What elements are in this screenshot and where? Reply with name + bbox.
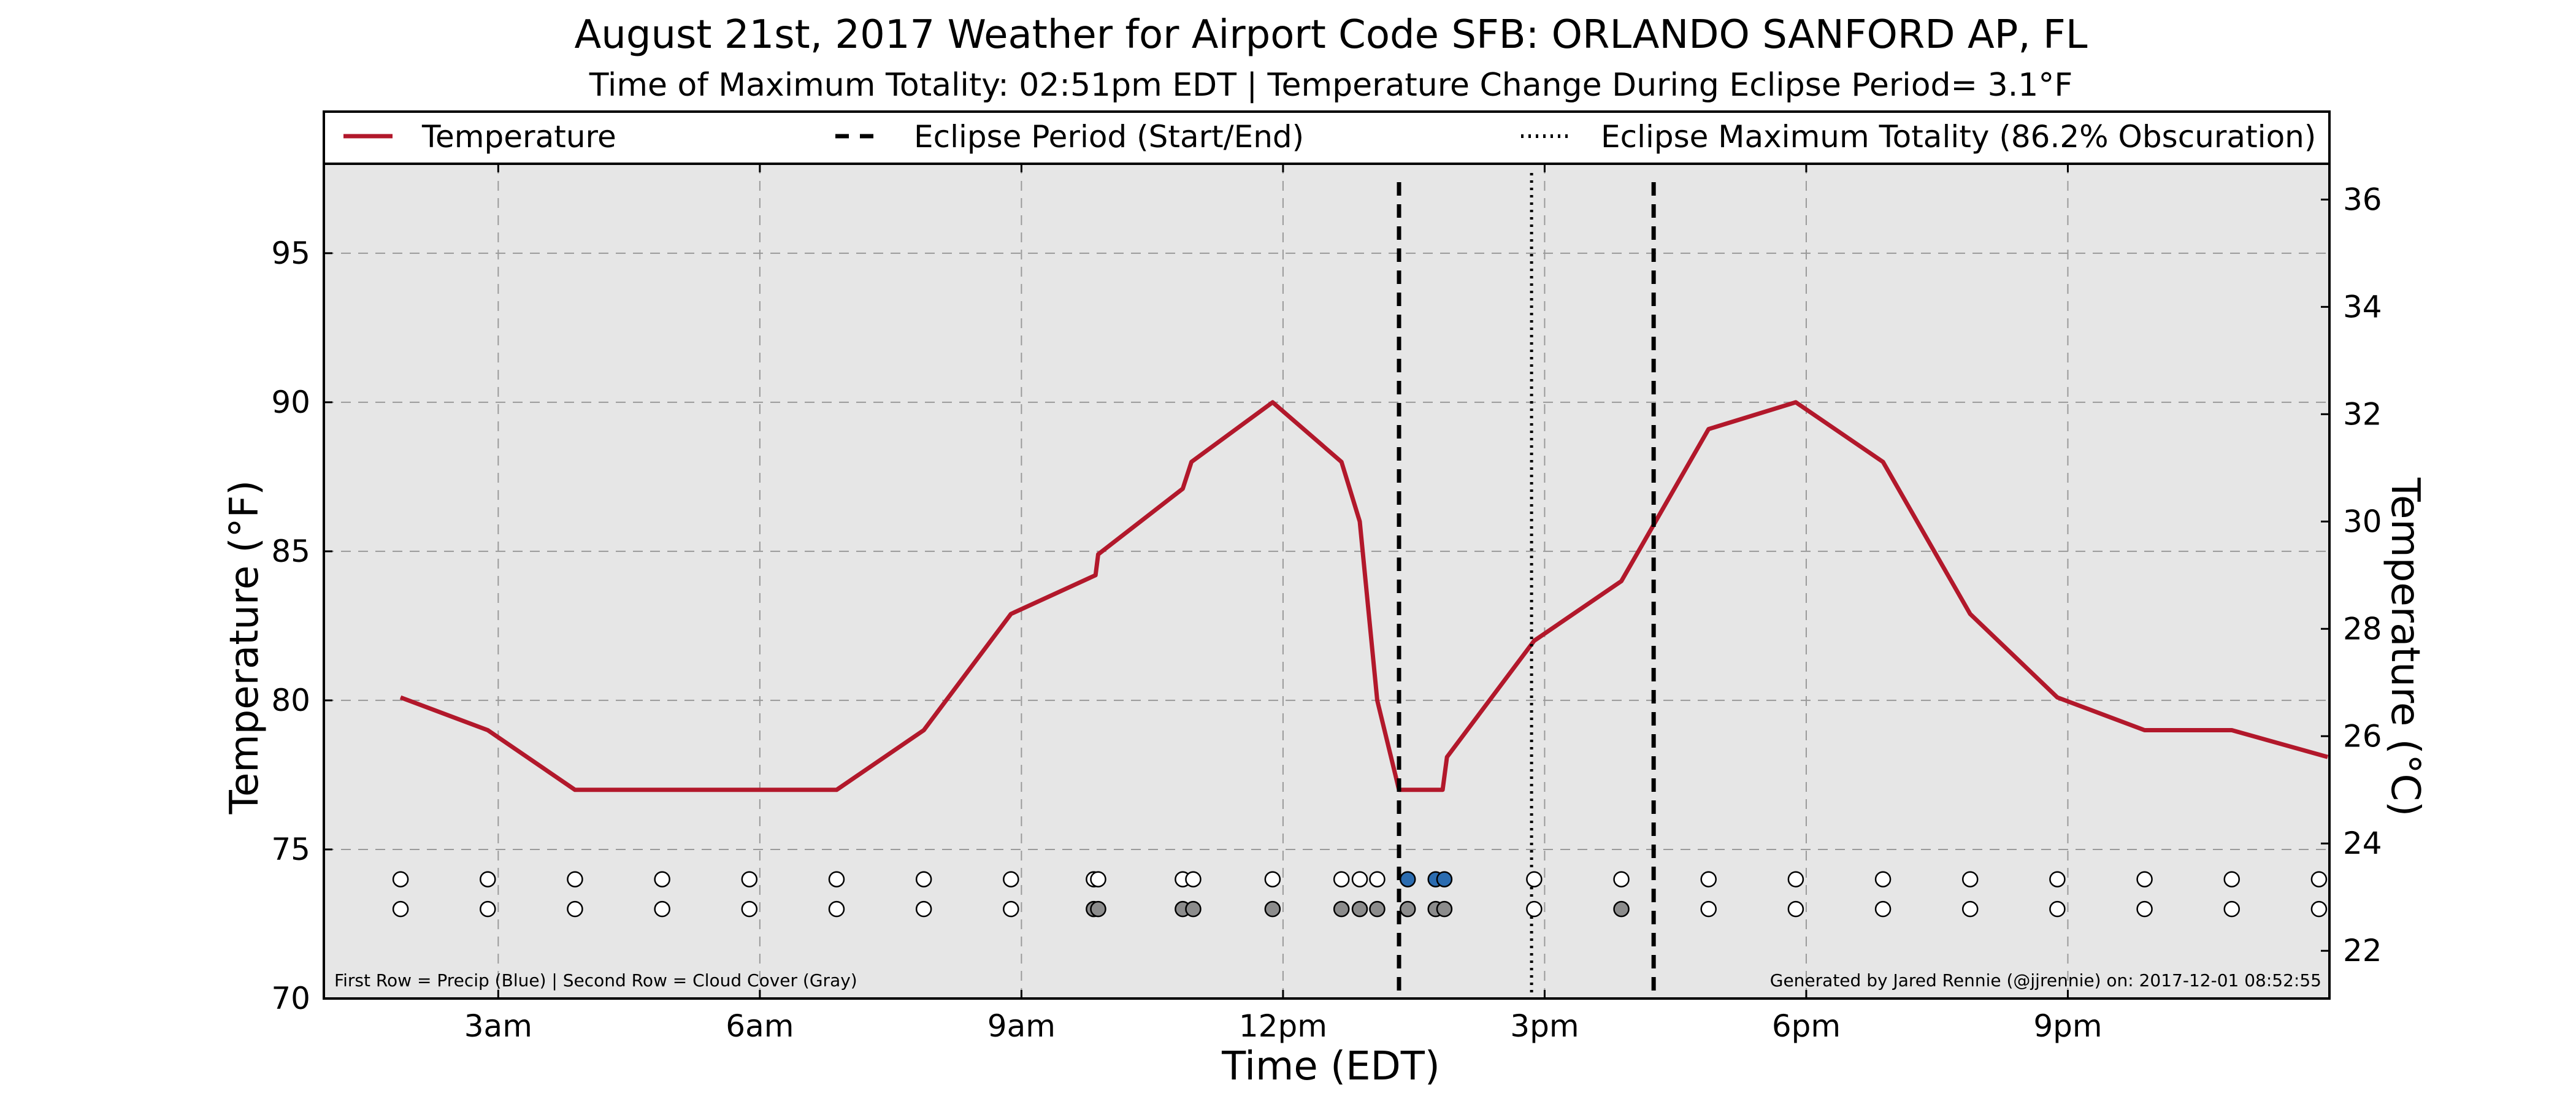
y-right-tick-label: 32: [2343, 396, 2382, 432]
cloud-marker: [1787, 900, 1804, 918]
y-tick-label: 75: [271, 832, 310, 867]
chart-subtitle: Time of Maximum Totality: 02:51pm EDT | …: [589, 67, 2072, 104]
x-tick-label: 9am: [987, 1008, 1056, 1044]
legend-label-eclipse-period: Eclipse Period (Start/End): [914, 119, 1304, 155]
cloud-marker: [828, 900, 845, 918]
cloud-marker: [1351, 900, 1368, 918]
precip-marker: [1003, 871, 1019, 887]
x-tick-label: 3am: [464, 1008, 532, 1044]
cloud-marker: [654, 900, 670, 918]
precip-marker: [2049, 871, 2066, 887]
precip-marker: [480, 871, 496, 887]
precip-marker: [2223, 871, 2241, 887]
y-axis-left: 70 75 80 85 90 95: [271, 236, 332, 1016]
cloud-marker: [1874, 900, 1892, 918]
precip-marker: [1369, 871, 1386, 887]
cloud-marker: [1003, 900, 1019, 918]
precip-marker: [1351, 871, 1368, 887]
precip-marker: [1399, 871, 1416, 887]
cloud-marker: [2310, 900, 2328, 918]
x-tick-label: 3pm: [1510, 1008, 1579, 1044]
precip-marker: [1264, 871, 1281, 887]
temperature-point: [2057, 697, 2058, 698]
marker-rows: [392, 871, 2328, 918]
x-tick-label: 6pm: [1772, 1008, 1841, 1044]
precip-marker: [1961, 871, 1979, 887]
cloud-marker: [392, 900, 409, 918]
plot-background: [324, 164, 2329, 999]
grid-lines: [324, 164, 2329, 999]
cloud-marker: [567, 900, 583, 918]
y-tick-label: 85: [271, 534, 310, 569]
precip-marker: [654, 871, 670, 887]
cloud-marker: [2136, 900, 2153, 918]
cloud-marker: [1961, 900, 1979, 918]
cloud-marker: [1333, 900, 1350, 918]
precip-marker: [392, 871, 409, 887]
left-note: First Row = Precip (Blue) | Second Row =…: [334, 970, 857, 991]
y-right-tick-label: 30: [2343, 504, 2382, 539]
x-axis: 3am 6am 9am 12pm 3pm 6pm 9pm: [464, 164, 2103, 1044]
precip-marker: [915, 871, 932, 887]
precip-marker: [1700, 871, 1717, 887]
cloud-marker: [1185, 900, 1202, 918]
precip-marker: [1787, 871, 1804, 887]
y-right-tick-label: 34: [2343, 289, 2382, 324]
y-tick-label: 80: [271, 683, 310, 718]
x-tick-label: 6am: [726, 1008, 794, 1044]
precip-marker: [1333, 871, 1350, 887]
y-axis-label-left: Temperature (°F): [222, 480, 267, 815]
cloud-marker: [741, 900, 758, 918]
temperature-point: [836, 789, 837, 791]
precip-marker: [567, 871, 583, 887]
cloud-marker: [915, 900, 932, 918]
y-right-tick-label: 26: [2343, 718, 2382, 754]
precip-marker: [741, 871, 758, 887]
cloud-marker: [1369, 900, 1386, 918]
temperature-point: [1969, 613, 1971, 615]
y-tick-label: 70: [271, 981, 310, 1016]
eclipse-lines: [1397, 173, 1656, 999]
cloud-marker: [1264, 900, 1281, 918]
temperature-point: [1533, 640, 1535, 642]
y-right-tick-label: 22: [2343, 933, 2382, 968]
cloud-marker: [1700, 900, 1717, 918]
right-note: Generated by Jared Rennie (@jjrennie) on…: [1770, 970, 2321, 991]
precip-marker: [1526, 871, 1543, 887]
precip-marker: [1090, 871, 1106, 887]
cloud-marker: [480, 900, 496, 918]
y-axis-label-right: Temperature (°C): [2382, 477, 2428, 816]
legend-label-temperature: Temperature: [421, 119, 616, 155]
y-right-tick-label: 28: [2343, 611, 2382, 646]
y-right-tick-label: 24: [2343, 826, 2382, 861]
precip-marker: [1436, 871, 1453, 887]
x-tick-label: 12pm: [1239, 1008, 1327, 1044]
y-right-tick-label: 36: [2343, 182, 2382, 217]
series-layer: [399, 400, 2329, 792]
y-tick-label: 90: [271, 385, 310, 420]
legend-label-eclipse-max: Eclipse Maximum Totality (86.2% Obscurat…: [1601, 119, 2316, 155]
y-axis-right: 22 24 26 28 30 32 34 36: [2321, 182, 2382, 968]
plot-area: First Row = Precip (Blue) | Second Row =…: [323, 163, 2331, 1000]
legend-box: [323, 110, 2331, 165]
precip-marker: [2136, 871, 2153, 887]
cloud-marker: [2049, 900, 2066, 918]
cloud-marker: [1436, 900, 1453, 918]
x-axis-label: Time (EDT): [1221, 1044, 1440, 1089]
chart-title: August 21st, 2017 Weather for Airport Co…: [575, 12, 2088, 58]
precip-marker: [2310, 871, 2328, 887]
precip-marker: [1185, 871, 1202, 887]
x-tick-label: 9pm: [2033, 1008, 2102, 1044]
cloud-marker: [1526, 900, 1543, 918]
precip-marker: [1613, 871, 1630, 887]
cloud-marker: [1090, 900, 1106, 918]
cloud-marker: [2223, 900, 2241, 918]
precip-marker: [828, 871, 845, 887]
y-tick-label: 95: [271, 236, 310, 271]
cloud-marker: [1613, 900, 1630, 918]
precip-marker: [1874, 871, 1892, 887]
cloud-marker: [1399, 900, 1416, 918]
legend: Temperature Eclipse Period (Start/End) E…: [323, 110, 2331, 165]
